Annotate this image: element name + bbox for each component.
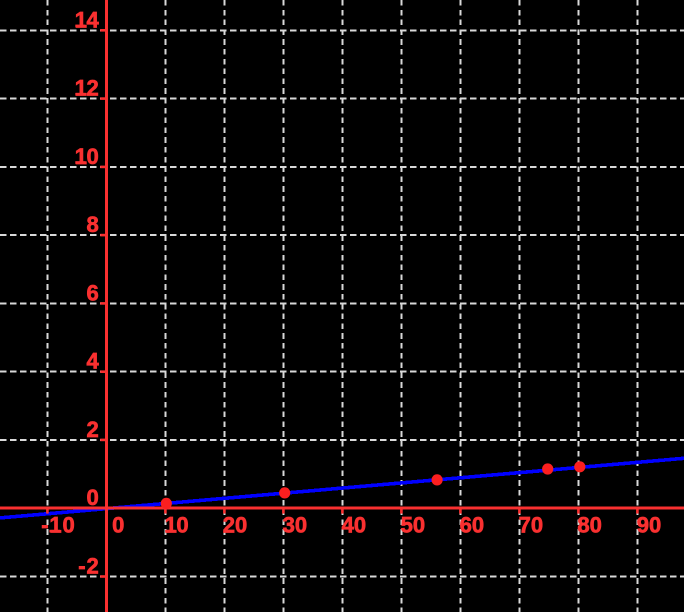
svg-text:80: 80 [577, 513, 602, 538]
svg-text:0: 0 [112, 513, 124, 538]
svg-text:12: 12 [75, 76, 99, 101]
svg-text:20: 20 [223, 513, 248, 538]
svg-text:2: 2 [86, 417, 98, 442]
svg-text:6: 6 [86, 280, 98, 305]
svg-text:10: 10 [165, 513, 189, 538]
svg-text:14: 14 [75, 7, 100, 32]
svg-text:30: 30 [283, 513, 308, 538]
svg-text:10: 10 [75, 144, 99, 169]
svg-text:-10: -10 [41, 513, 74, 538]
svg-text:60: 60 [460, 513, 485, 538]
svg-text:4: 4 [86, 349, 99, 374]
svg-text:40: 40 [342, 513, 367, 538]
svg-text:90: 90 [637, 513, 662, 538]
svg-text:-2: -2 [78, 554, 99, 579]
svg-text:50: 50 [401, 513, 426, 538]
svg-text:8: 8 [86, 212, 98, 237]
svg-text:70: 70 [519, 513, 544, 538]
svg-text:0: 0 [86, 485, 98, 510]
